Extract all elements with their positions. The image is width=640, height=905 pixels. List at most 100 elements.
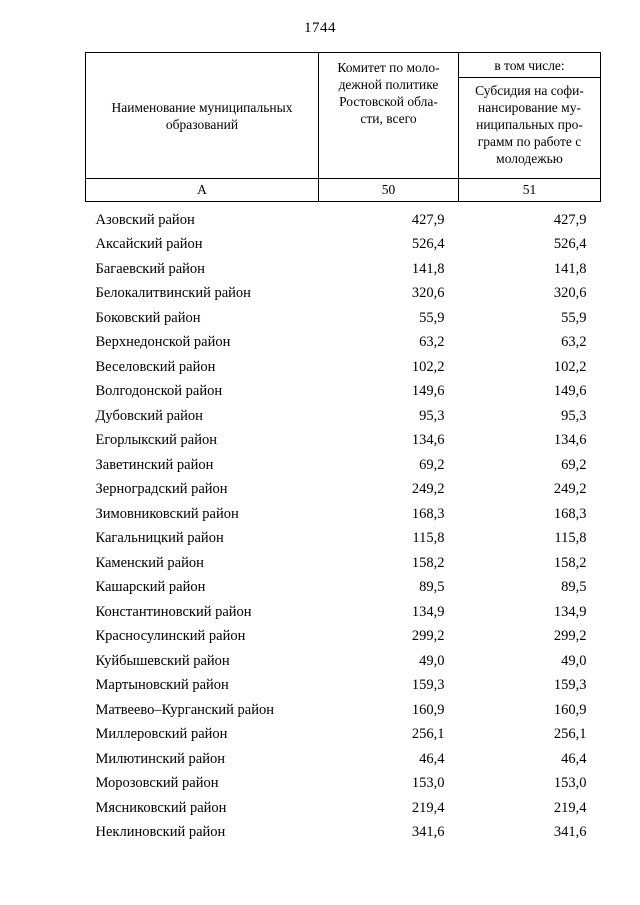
district-name-cell: Морозовский район bbox=[95, 775, 219, 792]
table-row: Константиновский район 134,9 134,9 bbox=[86, 600, 601, 625]
committee-total-cell: 89,5 bbox=[419, 579, 445, 596]
code-cell-name: А bbox=[85, 178, 319, 202]
committee-total-cell: 49,0 bbox=[419, 652, 445, 669]
district-name-cell: Милютинский район bbox=[95, 750, 225, 767]
table-row: Каменский район 158,2 158,2 bbox=[86, 551, 601, 576]
subsidy-value-cell: 49,0 bbox=[561, 652, 587, 669]
subsidy-value-cell: 341,6 bbox=[553, 824, 587, 841]
committee-total-cell: 115,8 bbox=[412, 530, 445, 547]
committee-total-cell: 63,2 bbox=[419, 334, 445, 351]
committee-total-cell: 158,2 bbox=[411, 554, 445, 571]
district-name-cell: Кагальницкий район bbox=[95, 530, 224, 547]
district-name-cell: Зерноградский район bbox=[95, 481, 228, 498]
committee-total-cell: 134,9 bbox=[411, 603, 445, 620]
municipalities-table: Наименование муниципальных образований К… bbox=[85, 52, 601, 845]
district-name-cell: Каменский район bbox=[95, 554, 204, 571]
district-name-cell: Миллеровский район bbox=[95, 726, 228, 743]
table-row: Аксайский район 526,4 526,4 bbox=[86, 233, 601, 258]
district-name-cell: Белокалитвинский район bbox=[95, 285, 251, 302]
header-municipality-name: Наименование муниципальных образований bbox=[85, 52, 319, 179]
table-row: Боковский район 55,9 55,9 bbox=[86, 306, 601, 331]
committee-total-cell: 341,6 bbox=[411, 824, 445, 841]
table-row: Мартыновский район 159,3 159,3 bbox=[86, 674, 601, 699]
district-name-cell: Матвеево–Курганский район bbox=[95, 701, 274, 718]
subsidy-value-cell: 159,3 bbox=[553, 677, 587, 694]
district-name-cell: Верхнедонской район bbox=[95, 334, 231, 351]
table-row: Мясниковский район 219,4 219,4 bbox=[86, 796, 601, 821]
district-name-cell: Волгодонской район bbox=[95, 383, 223, 400]
page-number: 1744 bbox=[304, 20, 336, 36]
table-body: Наименование муниципальных образований К… bbox=[85, 52, 601, 846]
table-row: Куйбышевский район 49,0 49,0 bbox=[86, 649, 601, 674]
committee-total-cell: 153,0 bbox=[411, 775, 445, 792]
header-committee-total: Комитет по моло- дежной политике Ростовс… bbox=[318, 52, 459, 179]
district-name-cell: Дубовский район bbox=[95, 407, 203, 424]
table-row: Кашарский район 89,5 89,5 bbox=[86, 576, 601, 601]
table-row: Кагальницкий район 115,8 115,8 bbox=[86, 527, 601, 552]
district-name-cell: Куйбышевский район bbox=[95, 652, 230, 669]
subsidy-value-cell: 160,9 bbox=[553, 701, 587, 718]
subsidy-value-cell: 168,3 bbox=[553, 505, 587, 522]
district-name-cell: Багаевский район bbox=[95, 260, 205, 277]
district-name-cell: Боковский район bbox=[95, 309, 201, 326]
header-subsidy: Субсидия на софи- нансирование му- ницип… bbox=[458, 77, 601, 179]
subsidy-value-cell: 141,8 bbox=[553, 260, 587, 277]
table-row: Веселовский район 102,2 102,2 bbox=[86, 355, 601, 380]
code-cell-committee: 50 bbox=[318, 178, 459, 202]
committee-total-cell: 256,1 bbox=[411, 726, 445, 743]
subsidy-value-cell: 149,6 bbox=[553, 383, 587, 400]
code-cell-subsidy: 51 bbox=[458, 178, 601, 202]
header-row-1: Наименование муниципальных образований К… bbox=[85, 52, 601, 179]
district-name-cell: Мартыновский район bbox=[95, 677, 229, 694]
table-row: Белокалитвинский район 320,6 320,6 bbox=[86, 282, 601, 307]
table-row: Багаевский район 141,8 141,8 bbox=[86, 257, 601, 282]
district-name-cell: Азовский район bbox=[95, 211, 195, 228]
table-row: Волгодонской район 149,6 149,6 bbox=[86, 380, 601, 405]
table-row: Дубовский район 95,3 95,3 bbox=[86, 404, 601, 429]
subsidy-value-cell: 256,1 bbox=[553, 726, 587, 743]
header-row-2: Субсидия на софи- нансирование му- ницип… bbox=[86, 77, 601, 179]
committee-total-cell: 219,4 bbox=[411, 799, 445, 816]
subsidy-value-cell: 95,3 bbox=[561, 407, 587, 424]
subsidy-value-cell: 299,2 bbox=[553, 628, 587, 645]
table-row: Неклиновский район 341,6 341,6 bbox=[86, 821, 601, 846]
subsidy-value-cell: 219,4 bbox=[553, 799, 587, 816]
subsidy-value-cell: 115,8 bbox=[554, 530, 587, 547]
subsidy-value-cell: 63,2 bbox=[561, 334, 587, 351]
table-row: Миллеровский район 256,1 256,1 bbox=[86, 723, 601, 748]
subsidy-value-cell: 89,5 bbox=[561, 579, 587, 596]
subsidy-value-cell: 526,4 bbox=[553, 236, 587, 253]
column-code-row: А 50 51 bbox=[85, 178, 601, 202]
table-row: Милютинский район 46,4 46,4 bbox=[86, 747, 601, 772]
table-row: Зимовниковский район 168,3 168,3 bbox=[86, 502, 601, 527]
table-row: Красносулинский район 299,2 299,2 bbox=[86, 625, 601, 650]
district-name-cell: Кашарский район bbox=[95, 579, 206, 596]
district-name-cell: Аксайский район bbox=[95, 236, 203, 253]
subsidy-value-cell: 158,2 bbox=[553, 554, 587, 571]
committee-total-cell: 95,3 bbox=[419, 407, 445, 424]
subsidy-value-cell: 46,4 bbox=[561, 750, 587, 767]
subsidy-value-cell: 427,9 bbox=[553, 211, 587, 228]
table-row: Азовский район 427,9 427,9 bbox=[86, 208, 601, 233]
subsidy-value-cell: 102,2 bbox=[553, 358, 587, 375]
district-name-cell: Зимовниковский район bbox=[95, 505, 239, 522]
district-name-cell: Егорлыкский район bbox=[95, 432, 218, 449]
committee-total-cell: 427,9 bbox=[411, 211, 445, 228]
district-name-cell: Заветинский район bbox=[95, 456, 214, 473]
table-row: Матвеево–Курганский район 160,9 160,9 bbox=[86, 698, 601, 723]
committee-total-cell: 249,2 bbox=[411, 481, 445, 498]
committee-total-cell: 69,2 bbox=[419, 456, 445, 473]
district-name-cell: Мясниковский район bbox=[95, 799, 227, 816]
subsidy-value-cell: 134,6 bbox=[553, 432, 587, 449]
committee-total-cell: 102,2 bbox=[411, 358, 445, 375]
committee-total-cell: 55,9 bbox=[419, 309, 445, 326]
committee-total-cell: 134,6 bbox=[411, 432, 445, 449]
subsidy-value-cell: 55,9 bbox=[561, 309, 587, 326]
table-row: Верхнедонской район 63,2 63,2 bbox=[86, 331, 601, 356]
committee-total-cell: 320,6 bbox=[411, 285, 445, 302]
committee-total-cell: 526,4 bbox=[411, 236, 445, 253]
committee-total-cell: 168,3 bbox=[411, 505, 445, 522]
header-including: в том числе: bbox=[458, 52, 601, 78]
committee-total-cell: 299,2 bbox=[411, 628, 445, 645]
